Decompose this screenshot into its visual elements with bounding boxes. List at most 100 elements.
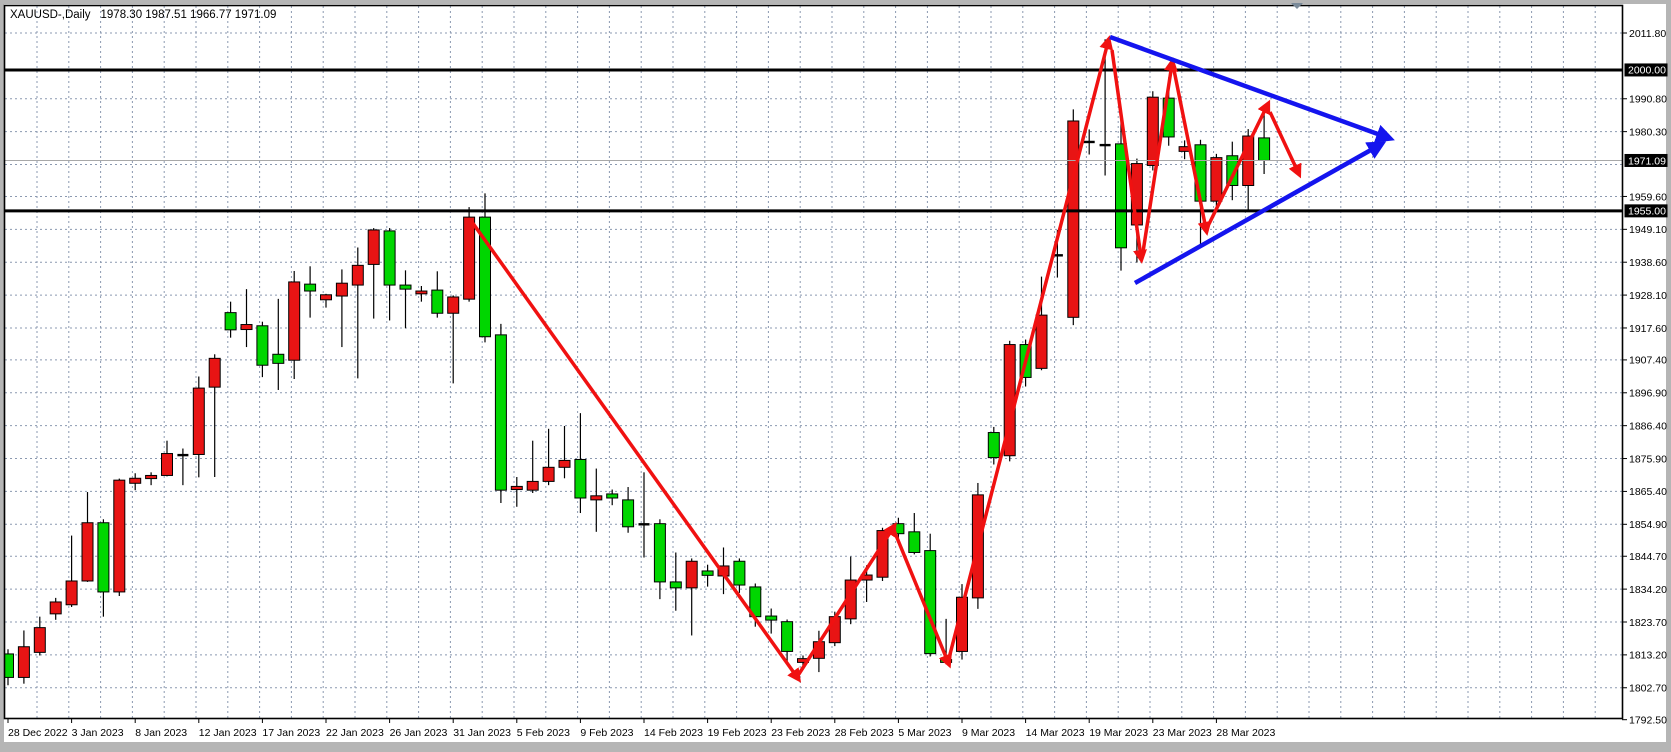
x-axis-label: 22 Jan 2023 — [326, 727, 384, 739]
candle — [781, 619, 794, 664]
scroll-to-end-icon[interactable] — [1291, 3, 1303, 9]
chart-title: XAUUSD-,Daily 1978.30 1987.51 1966.77 197… — [10, 9, 276, 21]
time-axis[interactable]: 28 Dec 2022 3 Jan 2023 8 Jan 2023 12 Jan 20… — [7, 719, 1276, 739]
y-axis-label: 1896.90 — [1629, 388, 1667, 400]
candle — [304, 266, 317, 318]
candle — [240, 289, 253, 348]
x-axis-label: 5 Feb 2023 — [517, 727, 570, 739]
y-axis-label: 1792.50 — [1629, 714, 1667, 726]
candle — [638, 472, 650, 558]
candle — [1083, 129, 1095, 155]
candle — [335, 269, 348, 348]
candle — [622, 487, 635, 533]
candle — [590, 468, 603, 532]
candle — [431, 271, 444, 318]
candle — [367, 228, 380, 319]
candle — [494, 323, 507, 504]
price-tag-label: 1955.00 — [1628, 206, 1666, 218]
red-trend-arrow[interactable] — [1207, 99, 1271, 225]
candle — [97, 519, 110, 617]
candle — [1067, 109, 1080, 326]
candle — [288, 270, 301, 380]
candle — [351, 247, 364, 379]
candle — [558, 425, 571, 479]
candle — [447, 295, 460, 384]
candle — [653, 519, 666, 600]
candles-layer — [5, 39, 1271, 686]
candle — [463, 207, 476, 302]
red-trend-arrow[interactable] — [795, 522, 897, 678]
candle — [1099, 39, 1111, 176]
y-axis-label: 1823.70 — [1629, 617, 1667, 629]
y-axis-label: 1917.60 — [1629, 323, 1667, 335]
price-axis[interactable]: 2011.80 1990.80 1980.30 1959.60 1949.10 1938.… — [1622, 28, 1668, 727]
blue-triangle-line[interactable] — [1109, 34, 1395, 143]
candle — [177, 448, 189, 486]
price-tag — [1624, 63, 1668, 77]
red-trend-arrow[interactable] — [470, 220, 802, 683]
candle — [526, 440, 539, 493]
red-trend-arrow[interactable] — [1268, 111, 1302, 179]
candle — [606, 489, 619, 506]
candle — [399, 270, 412, 329]
candle — [701, 564, 714, 587]
candle — [208, 354, 221, 478]
candle — [17, 630, 30, 684]
candle — [1035, 276, 1048, 371]
y-axis-label: 1844.70 — [1629, 551, 1667, 563]
red-trend-arrow[interactable] — [946, 35, 1114, 663]
candle — [1146, 91, 1159, 171]
candle — [574, 413, 587, 514]
candle — [383, 228, 396, 321]
x-axis-label: 26 Jan 2023 — [390, 727, 448, 739]
candle — [765, 608, 778, 634]
candle — [542, 428, 555, 486]
candle — [415, 286, 428, 302]
candle — [145, 472, 158, 486]
y-axis-label: 1980.30 — [1629, 126, 1667, 138]
candle — [1115, 116, 1127, 271]
candle — [65, 535, 78, 607]
y-axis-label: 1802.70 — [1629, 683, 1667, 695]
x-axis-label: 9 Mar 2023 — [962, 727, 1015, 739]
symbol-period-label: XAUUSD-,Daily — [10, 9, 91, 21]
y-axis-label: 1949.10 — [1629, 224, 1667, 236]
y-axis-label: 1854.90 — [1629, 519, 1667, 531]
candle — [129, 473, 142, 491]
candle — [908, 513, 921, 555]
y-axis-label: 1959.60 — [1629, 191, 1667, 203]
red-trend-arrow[interactable] — [1110, 49, 1147, 264]
x-axis-label: 12 Jan 2023 — [199, 727, 257, 739]
x-axis-label: 9 Feb 2023 — [580, 727, 633, 739]
y-axis-label: 1886.40 — [1629, 420, 1667, 432]
blue-triangle-line[interactable] — [1133, 141, 1387, 285]
x-axis-label: 5 Mar 2023 — [898, 727, 951, 739]
x-axis-label: 3 Jan 2023 — [72, 727, 124, 739]
x-axis-label: 14 Mar 2023 — [1026, 727, 1085, 739]
candle — [987, 426, 1000, 465]
red-trend-arrow[interactable] — [1141, 57, 1178, 253]
x-axis-label: 28 Feb 2023 — [835, 727, 894, 739]
red-trend-arrow[interactable] — [891, 527, 952, 669]
y-axis-label: 1813.20 — [1629, 650, 1667, 662]
candle — [669, 552, 682, 611]
plot-border — [3, 4, 1624, 720]
ohlc-readout: 1978.30 1987.51 1966.77 1971.09 — [101, 9, 277, 21]
candle — [479, 193, 491, 343]
y-axis-label: 1990.80 — [1629, 94, 1667, 106]
x-axis-label: 19 Mar 2023 — [1089, 727, 1148, 739]
red-trend-arrow[interactable] — [1172, 69, 1212, 236]
y-axis-label: 1928.10 — [1629, 290, 1667, 302]
candle — [924, 533, 937, 657]
x-axis-label: 14 Feb 2023 — [644, 727, 703, 739]
y-axis-label: 2011.80 — [1629, 28, 1666, 40]
candle — [192, 376, 205, 478]
y-axis-label: 1938.60 — [1629, 257, 1667, 269]
y-axis-label: 1834.20 — [1629, 584, 1667, 596]
x-axis-label: 8 Jan 2023 — [135, 727, 187, 739]
candle — [33, 616, 46, 656]
candle — [49, 597, 62, 620]
trend-annotations[interactable] — [470, 34, 1395, 683]
